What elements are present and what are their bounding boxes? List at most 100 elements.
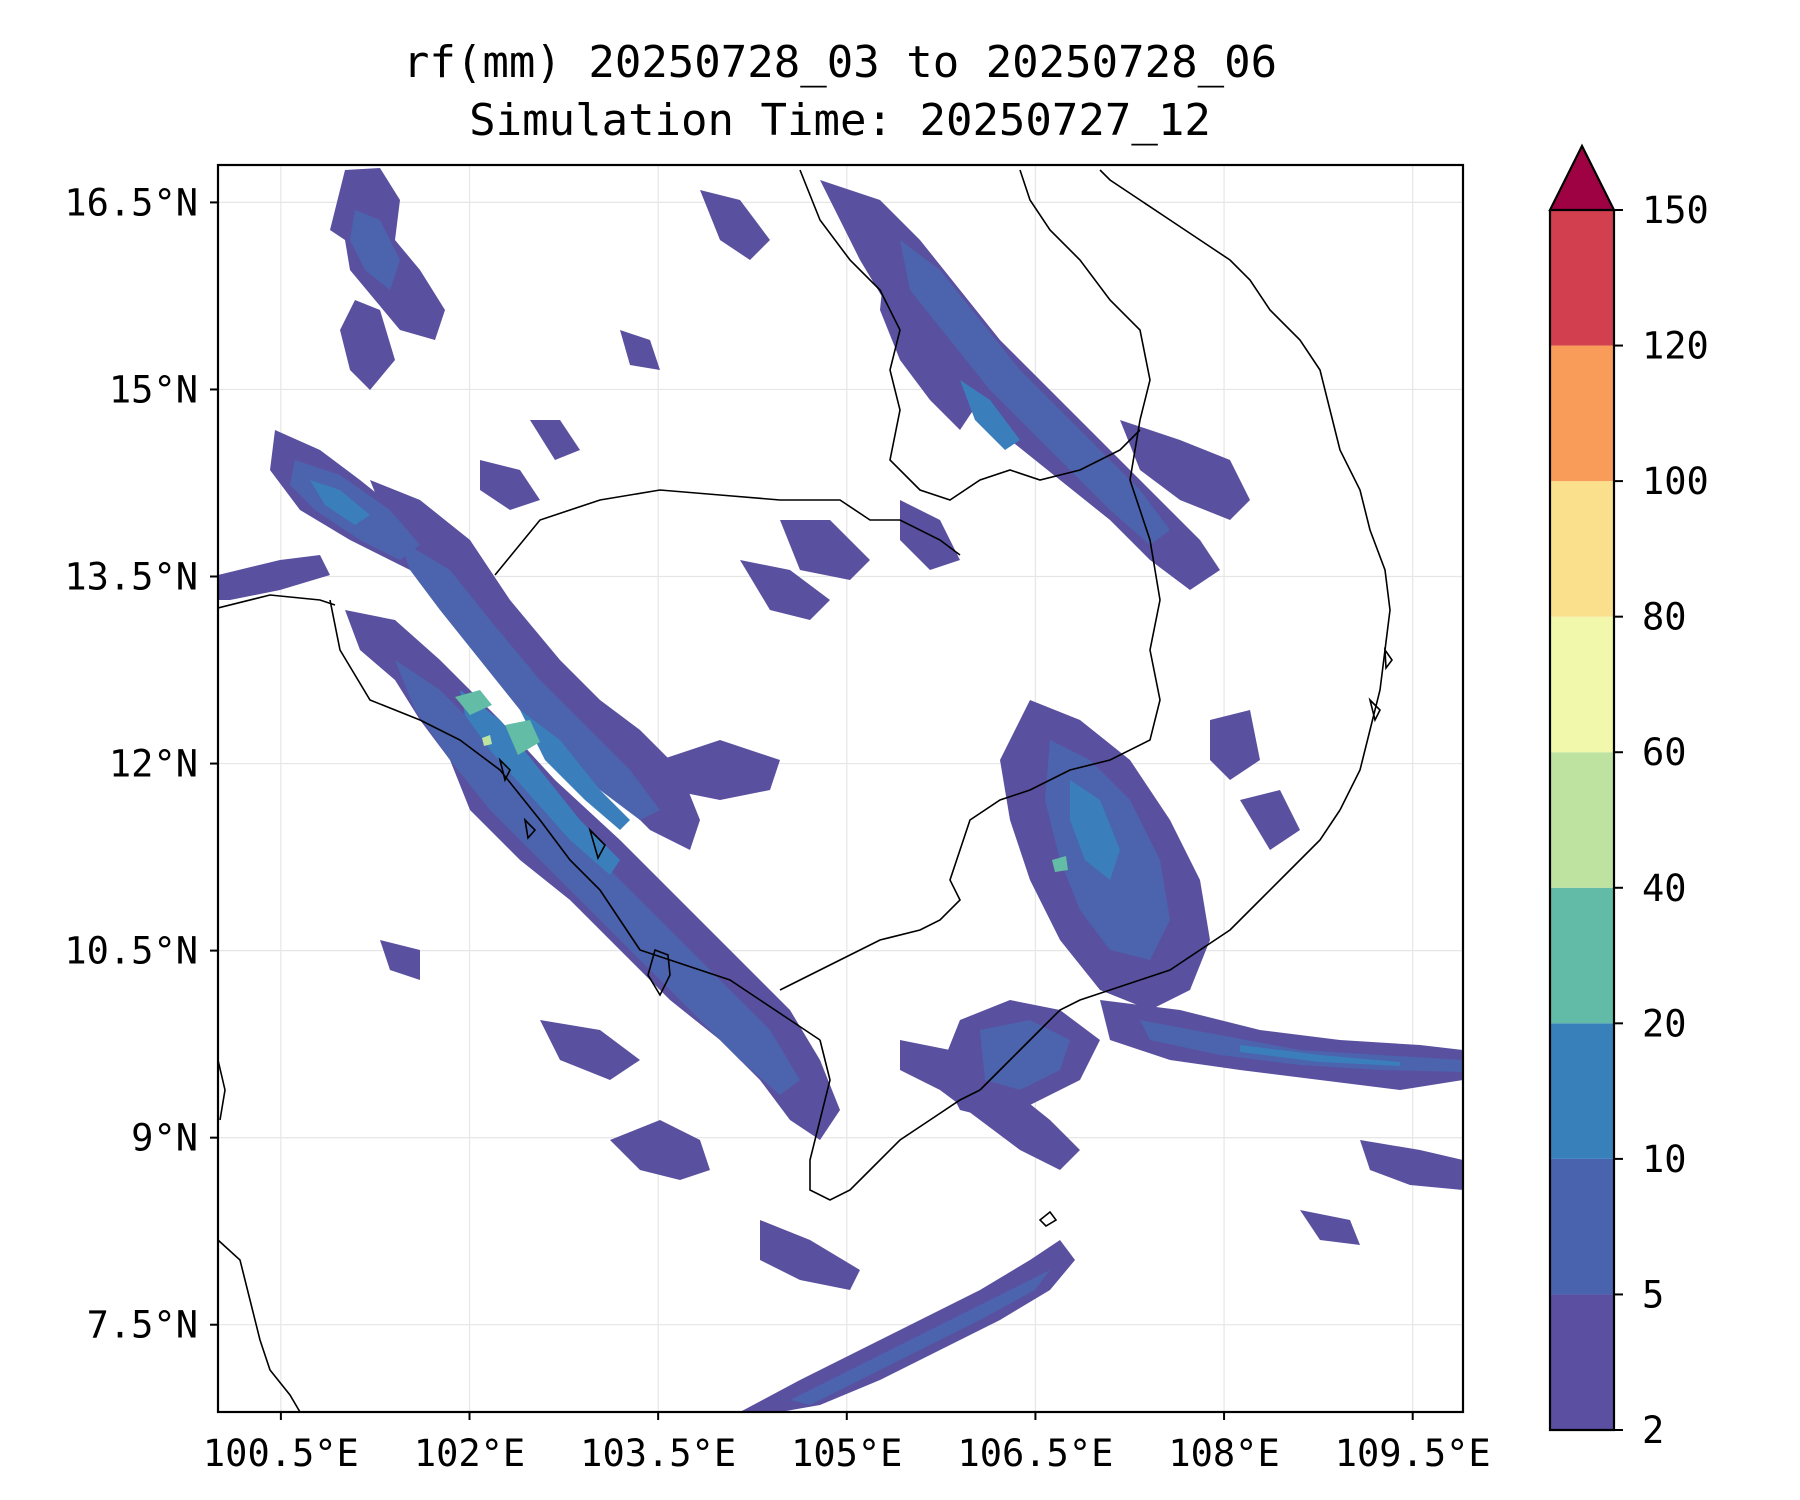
rainfall-field-20-40mm <box>455 690 1068 872</box>
colorbar-extend-max <box>1548 143 1616 212</box>
colorbar-segment <box>1550 887 1614 1024</box>
border-cambodia-laos-north <box>494 489 961 576</box>
lat-tick-label: 9°N <box>131 1117 198 1160</box>
colorbar-label: 100 <box>1642 460 1709 503</box>
islands-koh-kong <box>498 757 606 861</box>
rain-intense-gulf-1 <box>455 690 492 715</box>
colorbar-segment <box>1550 616 1614 753</box>
rain-heavy-south-sea <box>1240 1045 1400 1066</box>
colorbar-label: 5 <box>1642 1273 1664 1316</box>
map-background <box>218 165 1463 1412</box>
rain-core-mekong <box>980 1020 1070 1090</box>
rain-patch-2 <box>530 420 580 460</box>
rain-patch-center-2 <box>740 560 830 620</box>
rain-core-gulf <box>395 660 800 1095</box>
colorbar-label: 120 <box>1642 325 1709 368</box>
colorbar-label: 80 <box>1642 596 1687 639</box>
coast-gulf-thailand-west <box>329 599 821 1041</box>
colorbar-segment <box>1550 481 1614 617</box>
rain-core-vn-highlands <box>900 240 1170 545</box>
rain-heavy-gulf-coast <box>460 690 620 875</box>
colorbar-segment <box>1550 345 1614 482</box>
latitude-axis: 16.5°N 15°N 13.5°N 12°N 10.5°N 9°N 7.5°N <box>64 181 218 1347</box>
colorbar-segment <box>1550 1023 1614 1159</box>
rain-heavy-cardamom <box>520 710 630 830</box>
lon-tick-label: 109.5°E <box>1335 1432 1491 1475</box>
lon-tick-label: 106.5°E <box>957 1432 1113 1475</box>
colorbar-frame <box>1548 210 1616 1432</box>
rain-patch-3 <box>700 190 770 260</box>
title-line-2: Simulation Time: 20250727_12 <box>469 95 1211 146</box>
rain-heavy-west-14n <box>310 480 370 525</box>
rain-patch-sw <box>610 1120 710 1180</box>
lon-tick-label: 103.5°E <box>580 1432 736 1475</box>
lat-tick-label: 7.5°N <box>87 1304 198 1347</box>
island-phu-quoc <box>647 948 671 997</box>
rain-patch-east-12n <box>1210 710 1260 780</box>
coast-vietnam-east <box>1099 169 1391 811</box>
rainfall-field-40-60mm <box>482 735 492 746</box>
rain-patch-s <box>760 1220 860 1290</box>
rain-patch-9 <box>1300 1210 1360 1245</box>
colorbar-label: 150 <box>1642 189 1709 232</box>
colorbar-segment <box>1550 210 1614 346</box>
lon-tick-label: 108°E <box>1168 1432 1279 1475</box>
rain-core-south-coast <box>790 1270 1050 1405</box>
coastlines-and-borders <box>218 169 1393 1412</box>
coast-malaysia <box>218 1239 301 1412</box>
island-con-dao <box>1038 1210 1058 1228</box>
rain-band-ne <box>1120 420 1250 520</box>
rainfall-field-10-20mm <box>310 380 1400 1066</box>
rain-band-south-sea-mid <box>900 1040 1080 1170</box>
border-laos-vietnam-east <box>1019 169 1151 421</box>
coast-mekong-delta <box>979 809 1341 1091</box>
rain-patch-east-11n <box>1240 790 1300 850</box>
lon-tick-label: 105°E <box>791 1432 902 1475</box>
rain-core-north-west <box>350 210 400 290</box>
rain-patch-7 <box>380 940 420 980</box>
coast-malaysia-west <box>218 1059 226 1121</box>
colorbar-label: 60 <box>1642 731 1687 774</box>
colorbar-label: 40 <box>1642 867 1687 910</box>
border-thailand-cambodia-north <box>218 594 336 609</box>
rainfall-field-5-10mm <box>290 210 1463 1405</box>
lat-tick-label: 15°N <box>109 368 198 411</box>
lon-tick-label: 100.5°E <box>203 1432 359 1475</box>
rain-heavy-east-cambodia <box>1070 780 1120 880</box>
rain-patch-1 <box>480 460 540 510</box>
title-line-1: rf(mm) 20250728_03 to 20250728_06 <box>403 37 1277 88</box>
rain-core-south-sea-east <box>1140 1020 1463 1072</box>
rain-intense-gulf-2 <box>505 720 540 755</box>
map-frame <box>216 163 1465 1414</box>
rain-patch-5 <box>780 520 870 580</box>
lon-tick-label: 102°E <box>414 1432 525 1475</box>
lat-tick-label: 12°N <box>109 743 198 786</box>
colorbar: 2 5 10 20 40 60 80 100 120 150 <box>1548 143 1709 1452</box>
islands-cam-ranh <box>1368 647 1393 723</box>
border-laos-vietnam <box>799 169 1141 501</box>
colorbar-segment <box>1550 1294 1614 1430</box>
colorbar-label: 20 <box>1642 1002 1687 1045</box>
border-cambodia-vietnam <box>779 419 1161 991</box>
rain-band-north-west-2 <box>340 300 395 390</box>
rain-patch-se <box>1360 1140 1463 1190</box>
colorbar-segment <box>1550 752 1614 888</box>
colorbar-label: 2 <box>1642 1409 1664 1452</box>
colorbar-segment <box>1550 1158 1614 1295</box>
rain-patch-8 <box>540 1020 640 1080</box>
rain-band-west-13n <box>218 555 330 600</box>
rain-peak-gulf <box>482 735 492 746</box>
longitude-axis: 100.5°E 102°E 103.5°E 105°E 106.5°E 108°E 109.… <box>203 1412 1491 1475</box>
lat-tick-label: 13.5°N <box>64 556 198 599</box>
colorbar-label: 10 <box>1642 1138 1687 1181</box>
rain-band-laos-ridge <box>880 260 980 430</box>
rain-patch-4 <box>620 330 660 370</box>
map-panel: 100.5°E 102°E 103.5°E 105°E 106.5°E 108°E 109.… <box>64 163 1491 1475</box>
rain-intense-east <box>1052 856 1068 872</box>
coast-ca-mau-west <box>809 1039 981 1201</box>
lat-tick-label: 10.5°N <box>64 930 198 973</box>
rain-band-south-coast <box>740 1240 1075 1412</box>
rain-patch-center-1 <box>660 740 780 800</box>
rain-core-cardamom <box>400 540 660 820</box>
